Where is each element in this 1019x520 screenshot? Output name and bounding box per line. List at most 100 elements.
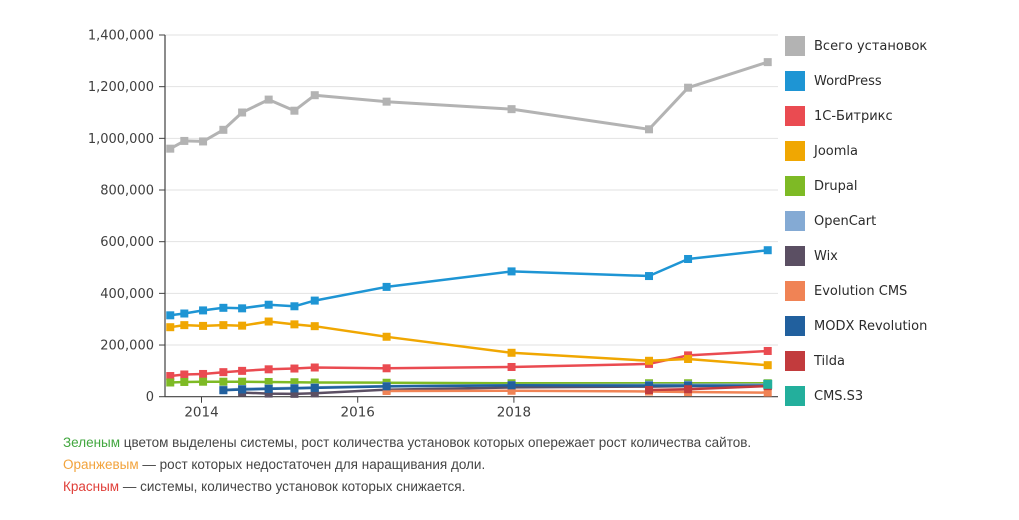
data-point-wordpress: [763, 246, 772, 255]
legend-item-joomla[interactable]: Joomla: [785, 141, 1015, 161]
data-point-modx: [290, 384, 299, 393]
footnotes: Зеленым цветом выделены системы, рост ко…: [63, 432, 751, 498]
data-point-drupal: [290, 378, 299, 387]
legend-item-opencart[interactable]: OpenCart: [785, 211, 1015, 231]
data-point-total: [290, 106, 299, 115]
series-line-joomla: [170, 320, 768, 367]
footnote-text: цветом выделены системы, рост количества…: [120, 435, 752, 450]
data-point-tilda: [684, 385, 693, 394]
legend-item-wordpress[interactable]: WordPress: [785, 71, 1015, 91]
y-tick-label: 600,000: [100, 235, 154, 250]
data-point-bitrix: [382, 364, 391, 373]
data-point-drupal: [180, 377, 189, 386]
data-point-drupal: [310, 378, 319, 387]
data-point-bitrix: [166, 372, 175, 381]
legend-item-total[interactable]: Всего установок: [785, 36, 1015, 56]
data-point-joomla: [166, 323, 175, 332]
footnote-lead: Оранжевым: [63, 457, 139, 472]
footnote-red: Красным — системы, количество установок …: [63, 476, 751, 498]
x-tick-label: 2016: [341, 405, 375, 421]
data-point-bitrix: [199, 369, 208, 378]
data-point-wordpress: [645, 272, 654, 281]
data-point-total: [684, 83, 693, 92]
y-tick-label: 400,000: [100, 287, 154, 302]
legend-label: CMS.S3: [814, 388, 864, 404]
chart-legend: Всего установок WordPress 1С-Битрикс Joomla…: [785, 36, 1015, 421]
data-point-wordpress: [310, 296, 319, 305]
data-point-modx: [219, 386, 228, 395]
legend-label: Drupal: [814, 178, 858, 194]
legend-label: WordPress: [814, 73, 882, 89]
y-tick-label: 1,200,000: [88, 80, 154, 95]
data-point-bitrix: [507, 362, 516, 371]
data-point-modx: [264, 384, 273, 393]
legend-item-wix[interactable]: Wix: [785, 246, 1015, 266]
data-point-total: [763, 58, 772, 67]
data-point-wordpress: [166, 311, 175, 320]
data-point-bitrix: [763, 346, 772, 355]
data-point-modx: [310, 383, 319, 392]
data-point-wordpress: [507, 267, 516, 276]
data-point-joomla: [180, 321, 189, 330]
legend-label: Всего установок: [814, 38, 928, 54]
legend-item-tilda[interactable]: Tilda: [785, 351, 1015, 371]
y-tick-label: 1,000,000: [88, 132, 154, 147]
data-point-modx: [238, 385, 247, 394]
data-point-bitrix: [310, 363, 319, 372]
data-point-wordpress: [684, 254, 693, 263]
legend-label: Tilda: [814, 353, 845, 369]
legend-swatch: [785, 316, 805, 336]
data-point-wix: [264, 389, 273, 398]
data-point-joomla: [238, 321, 247, 330]
legend-label: Wix: [814, 248, 838, 264]
series-line-total: [169, 60, 769, 151]
data-point-wordpress: [199, 306, 208, 315]
x-tick-label: 2018: [497, 405, 531, 421]
data-point-drupal: [166, 378, 175, 387]
data-point-bitrix: [238, 366, 247, 375]
data-point-modx: [382, 382, 391, 391]
data-point-joomla: [382, 332, 391, 341]
data-point-joomla: [264, 317, 273, 326]
legend-item-bitrix[interactable]: 1С-Битрикс: [785, 106, 1015, 126]
data-point-modx: [507, 381, 516, 390]
legend-swatch: [785, 281, 805, 301]
data-point-wordpress: [382, 282, 391, 291]
data-point-wix: [290, 389, 299, 398]
data-point-joomla: [199, 321, 208, 330]
data-point-total: [166, 144, 175, 153]
data-point-total: [310, 91, 319, 100]
legend-label: MODX Revolution: [814, 318, 928, 334]
legend-swatch: [785, 36, 805, 56]
legend-item-cmss3[interactable]: CMS.S3: [785, 386, 1015, 406]
series-line-evolution: [386, 389, 768, 394]
x-tick-label: 2014: [184, 405, 218, 421]
data-point-total: [645, 125, 654, 134]
series-line-wordpress: [170, 248, 768, 317]
data-point-wix: [310, 389, 319, 398]
data-point-joomla: [507, 348, 516, 357]
legend-item-modx[interactable]: MODX Revolution: [785, 316, 1015, 336]
data-point-total: [180, 136, 189, 145]
legend-label: OpenCart: [814, 213, 877, 229]
data-point-cmss3: [763, 379, 773, 389]
data-point-drupal: [199, 377, 208, 386]
footnote-green: Зеленым цветом выделены системы, рост ко…: [63, 432, 751, 454]
footnote-orange: Оранжевым — рост которых недостаточен дл…: [63, 454, 751, 476]
legend-item-evolution[interactable]: Evolution CMS: [785, 281, 1015, 301]
y-tick-label: 1,400,000: [88, 29, 154, 44]
legend-label: Evolution CMS: [814, 283, 908, 299]
data-point-wordpress: [238, 304, 247, 313]
data-point-joomla: [645, 356, 654, 365]
data-point-joomla: [219, 321, 228, 330]
data-point-modx: [645, 381, 654, 390]
data-point-bitrix: [264, 365, 273, 374]
legend-item-drupal[interactable]: Drupal: [785, 176, 1015, 196]
legend-swatch: [785, 106, 805, 126]
footnote-text: — рост которых недостаточен для наращива…: [138, 457, 486, 472]
data-point-total: [264, 95, 273, 104]
data-point-total: [199, 137, 208, 146]
footnote-lead: Зеленым: [63, 435, 121, 450]
y-tick-label: 200,000: [100, 339, 154, 354]
